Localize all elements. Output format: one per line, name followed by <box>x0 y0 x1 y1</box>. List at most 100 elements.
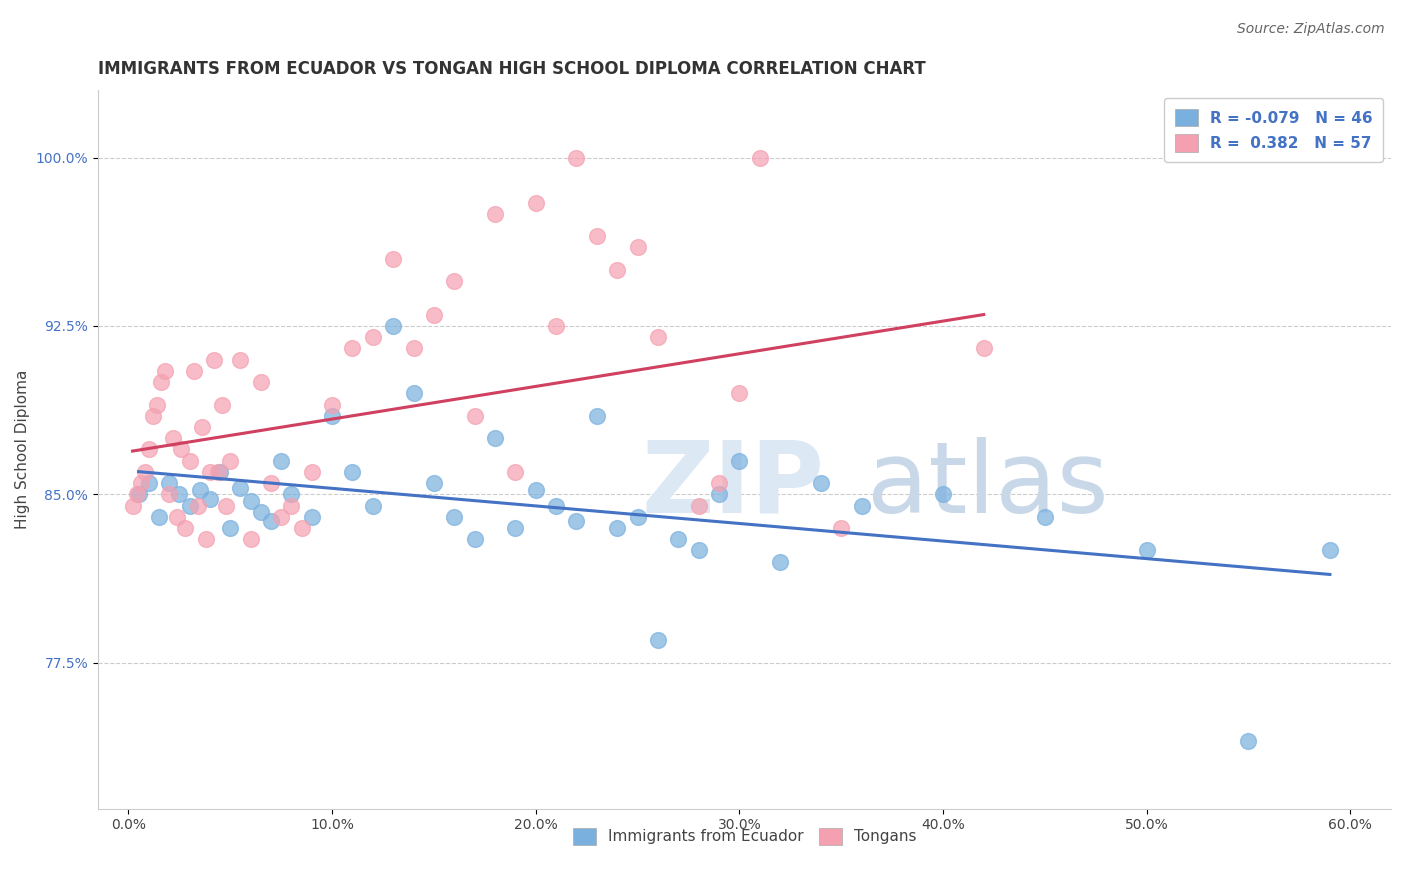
Point <box>361 330 384 344</box>
Point <box>290 521 312 535</box>
Point <box>423 308 446 322</box>
Point <box>851 499 873 513</box>
Point <box>361 499 384 513</box>
Point <box>202 352 225 367</box>
Point <box>688 543 710 558</box>
Point <box>301 509 323 524</box>
Text: IMMIGRANTS FROM ECUADOR VS TONGAN HIGH SCHOOL DIPLOMA CORRELATION CHART: IMMIGRANTS FROM ECUADOR VS TONGAN HIGH S… <box>98 60 925 78</box>
Point <box>301 465 323 479</box>
Point <box>585 229 607 244</box>
Text: ZIP: ZIP <box>641 437 824 534</box>
Point <box>973 342 995 356</box>
Point <box>342 465 364 479</box>
Point <box>198 491 221 506</box>
Point <box>585 409 607 423</box>
Point <box>157 487 180 501</box>
Point <box>129 476 152 491</box>
Point <box>707 476 730 491</box>
Point <box>748 151 770 165</box>
Point <box>170 442 193 457</box>
Point <box>128 487 150 501</box>
Point <box>728 453 751 467</box>
Point <box>524 195 547 210</box>
Point <box>249 375 271 389</box>
Point <box>187 499 209 513</box>
Point <box>1033 509 1056 524</box>
Point <box>188 483 211 497</box>
Point <box>211 398 233 412</box>
Point <box>321 398 343 412</box>
Point <box>546 499 568 513</box>
Point <box>162 431 184 445</box>
Point <box>166 509 188 524</box>
Point <box>505 465 527 479</box>
Point <box>174 521 197 535</box>
Point <box>443 274 465 288</box>
Point <box>239 494 262 508</box>
Y-axis label: High School Diploma: High School Diploma <box>15 370 30 529</box>
Point <box>464 409 486 423</box>
Point <box>484 207 506 221</box>
Point <box>138 442 160 457</box>
Point <box>402 386 425 401</box>
Point <box>666 533 689 547</box>
Point <box>198 465 221 479</box>
Point <box>179 499 201 513</box>
Point <box>565 514 588 528</box>
Point <box>382 252 405 266</box>
Point <box>260 476 283 491</box>
Point <box>647 633 669 648</box>
Point <box>183 364 205 378</box>
Point <box>125 487 148 501</box>
Point <box>169 487 191 501</box>
Point <box>546 318 568 333</box>
Point <box>229 352 252 367</box>
Point <box>157 476 180 491</box>
Legend: R = -0.079   N = 46, R =  0.382   N = 57: R = -0.079 N = 46, R = 0.382 N = 57 <box>1164 98 1384 162</box>
Point <box>688 499 710 513</box>
Point <box>142 409 165 423</box>
Point <box>830 521 852 535</box>
Point <box>382 318 405 333</box>
Point <box>207 465 229 479</box>
Point <box>219 521 242 535</box>
Point <box>565 151 588 165</box>
Point <box>423 476 446 491</box>
Point <box>280 487 302 501</box>
Point <box>464 533 486 547</box>
Point <box>270 509 292 524</box>
Point <box>1237 734 1260 748</box>
Point <box>707 487 730 501</box>
Text: Source: ZipAtlas.com: Source: ZipAtlas.com <box>1237 22 1385 37</box>
Point <box>626 240 648 254</box>
Point <box>219 453 242 467</box>
Point <box>179 453 201 467</box>
Point <box>443 509 465 524</box>
Point <box>146 398 169 412</box>
Point <box>484 431 506 445</box>
Point <box>524 483 547 497</box>
Point <box>1136 543 1159 558</box>
Point <box>239 533 262 547</box>
Point <box>249 505 271 519</box>
Point <box>190 420 212 434</box>
Point <box>260 514 283 528</box>
Point <box>666 858 689 872</box>
Point <box>150 375 173 389</box>
Point <box>810 476 832 491</box>
Point <box>134 465 156 479</box>
Point <box>229 481 252 495</box>
Point <box>932 487 955 501</box>
Point <box>215 499 238 513</box>
Point <box>402 342 425 356</box>
Point <box>342 342 364 356</box>
Point <box>194 533 217 547</box>
Point <box>728 386 751 401</box>
Point <box>1319 543 1341 558</box>
Point <box>153 364 176 378</box>
Point <box>270 453 292 467</box>
Text: atlas: atlas <box>868 437 1109 534</box>
Point <box>121 499 143 513</box>
Point <box>769 555 792 569</box>
Point <box>606 263 628 277</box>
